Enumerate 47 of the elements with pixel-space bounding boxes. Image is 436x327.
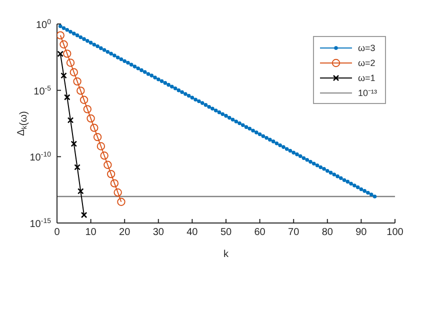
point — [86, 114, 95, 123]
point — [73, 77, 82, 86]
point — [76, 86, 85, 95]
y-tick-label: 10$^{-10}$ — [30, 152, 52, 164]
x-tick-label: 10 — [85, 227, 97, 238]
legend-label: ω=1 — [358, 72, 376, 82]
legend-label: ω=2 — [358, 58, 376, 68]
x-tick-label: 80 — [322, 227, 334, 238]
point — [114, 188, 122, 197]
point — [60, 72, 67, 79]
y-tick-label: 10$^{0}$ — [36, 19, 52, 31]
x-tick-label: 30 — [152, 227, 164, 238]
legend-label: ω=3 — [358, 42, 376, 52]
x-tick-label: 0 — [54, 227, 60, 238]
point — [106, 170, 116, 178]
legend-label: 10⁻¹³ — [358, 88, 377, 98]
x-tick-label: 50 — [220, 227, 232, 238]
point — [64, 94, 70, 100]
x-tick-label: 70 — [288, 227, 300, 238]
point — [96, 142, 106, 150]
x-tick-label: 90 — [356, 227, 368, 238]
point — [67, 117, 74, 124]
point — [66, 58, 75, 67]
point — [93, 132, 102, 142]
point — [60, 40, 68, 48]
x-tick-label: 100 — [386, 227, 404, 238]
point — [104, 160, 112, 169]
x-tick-label: 60 — [254, 227, 266, 238]
point — [57, 50, 64, 58]
point — [83, 105, 92, 114]
point — [80, 96, 88, 104]
point — [110, 179, 119, 188]
point — [57, 31, 64, 40]
point — [63, 50, 72, 58]
point — [70, 140, 78, 147]
point — [78, 188, 84, 194]
x-axis-title: k — [224, 249, 230, 260]
point — [80, 212, 88, 218]
point — [74, 164, 80, 170]
point — [117, 198, 126, 206]
point — [100, 152, 108, 160]
y-tick-label: 10$^{-15}$ — [30, 218, 52, 230]
point — [90, 124, 98, 132]
x-tick-label: 40 — [186, 227, 198, 238]
point — [70, 68, 78, 76]
y-tick-label: 10$^{-5}$ — [34, 85, 52, 98]
x-tick-label: 20 — [119, 227, 131, 238]
